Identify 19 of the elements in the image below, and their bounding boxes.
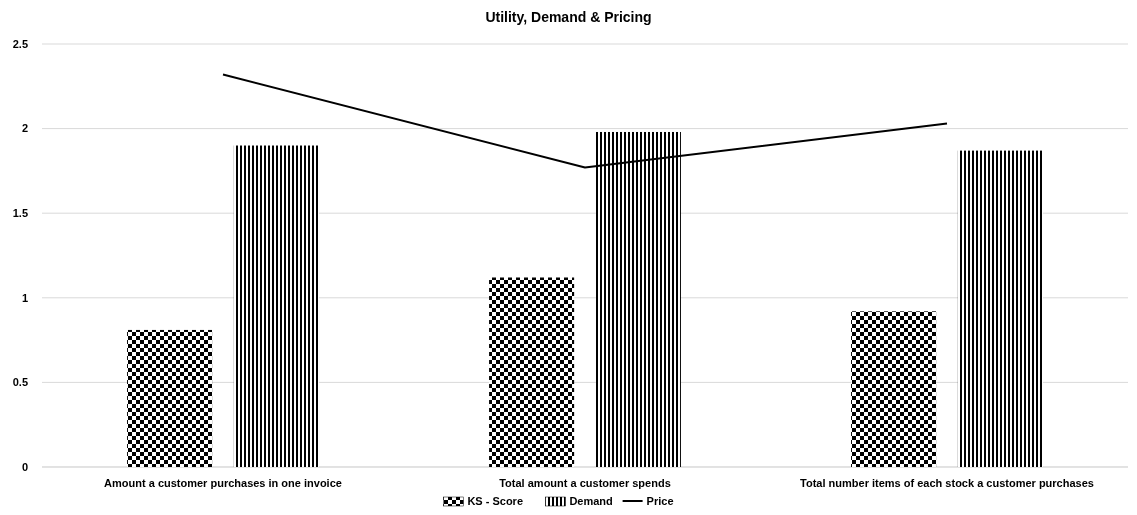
chart-title: Utility, Demand & Pricing <box>485 9 652 25</box>
x-tick-label: Amount a customer purchases in one invoice <box>104 477 342 489</box>
bar <box>595 131 681 467</box>
y-tick-label: 0 <box>21 460 28 473</box>
bar <box>233 145 319 467</box>
bar <box>489 277 575 467</box>
legend-label: Price <box>646 495 674 507</box>
legend-label: KS - Score <box>467 495 524 507</box>
bar <box>851 311 937 467</box>
y-tick-label: 1.5 <box>12 207 28 220</box>
y-tick-label: 0.5 <box>12 376 28 389</box>
bar <box>957 150 1043 467</box>
y-tick-label: 2.5 <box>12 37 28 50</box>
bar <box>127 329 213 467</box>
x-tick-label: Total amount a customer spends <box>499 477 671 489</box>
y-tick-label: 1 <box>21 291 28 304</box>
legend-label: Demand <box>569 495 613 507</box>
x-tick-label: Total number items of each stock a customer purchases <box>800 477 1094 489</box>
y-tick-label: 2 <box>21 122 28 135</box>
